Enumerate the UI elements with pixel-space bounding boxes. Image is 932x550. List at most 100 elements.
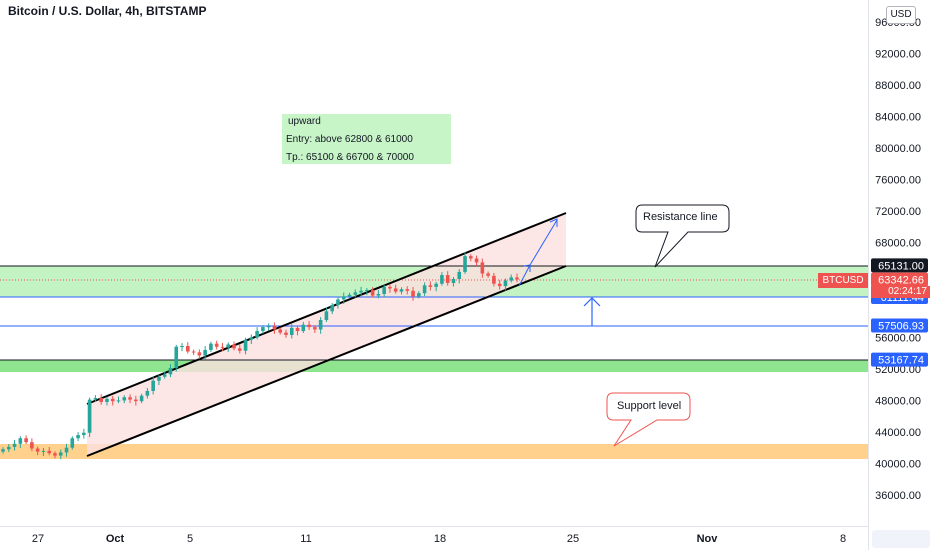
price-label-box (871, 352, 928, 367)
candle-body (214, 343, 219, 347)
candle-body (145, 390, 150, 396)
candle-body (515, 277, 519, 280)
candle-body (382, 286, 386, 294)
candle-body (266, 326, 271, 328)
price-tick-label: 68000.00 (875, 238, 921, 250)
trade-note[interactable]: upward Entry: above 62800 & 61000 Tp.: 6… (282, 114, 451, 164)
candle-body (388, 286, 392, 289)
candle-body (393, 288, 398, 292)
candle-body (480, 262, 485, 274)
candle-body (492, 275, 496, 284)
candle-body (128, 397, 132, 400)
time-tick-label: 8 (840, 533, 846, 545)
candle-body (168, 368, 173, 375)
price-tick-label: 76000.00 (875, 175, 921, 187)
price-tick-label: 36000.00 (875, 490, 921, 502)
candle-body (289, 327, 294, 335)
trade-note-line-1: upward (288, 116, 321, 127)
candle-body (180, 346, 184, 348)
candle-body (417, 293, 421, 297)
candle-body (232, 344, 236, 349)
price-tick-label: 48000.00 (875, 395, 921, 407)
candle-body (35, 448, 40, 452)
candle-body (307, 324, 311, 328)
candle-body (203, 349, 207, 356)
candle-body (82, 432, 86, 436)
time-axis[interactable]: 27 Oct 5 11 18 25 Nov 8 (32, 533, 846, 545)
candle-body (41, 450, 46, 452)
resistance-callout[interactable] (635, 204, 730, 268)
candle-body (186, 346, 190, 352)
chart-title: Bitcoin / U.S. Dollar, 4h, BITSTAMP (8, 4, 207, 18)
time-tick-label: 25 (567, 533, 579, 545)
candle-body (255, 331, 259, 338)
support-zone (0, 444, 868, 459)
candle-body (301, 324, 306, 332)
currency-button[interactable]: USD (886, 6, 916, 24)
projection-arrow-2 (529, 219, 558, 266)
axis-settings-corner[interactable] (872, 530, 930, 548)
candle-body (249, 337, 254, 340)
candle-body (336, 299, 340, 306)
candle-body (399, 289, 404, 292)
candle-body (347, 294, 352, 297)
candle-body (457, 271, 462, 279)
support-callout-label: Support level (617, 400, 682, 412)
candle-body (162, 374, 167, 377)
candle-body (497, 283, 502, 287)
candle-body (422, 285, 427, 294)
candle-body (445, 275, 450, 283)
candle-body (272, 326, 277, 330)
price-tick-label: 80000.00 (875, 143, 921, 155)
candle-body (93, 398, 98, 400)
candle-body (87, 399, 92, 433)
candle-body (451, 278, 456, 283)
candle-body (6, 446, 11, 450)
candle-body (30, 442, 34, 449)
time-tick-label: 27 (32, 533, 44, 545)
price-axis-border (868, 0, 869, 550)
candle-body (47, 450, 52, 454)
candle-body (12, 443, 17, 447)
candle-body (353, 292, 358, 295)
candle-body (434, 283, 438, 287)
green-zone-lower (0, 360, 868, 372)
candle-body (330, 305, 334, 312)
price-label-box (871, 272, 928, 287)
candle-body (365, 290, 369, 292)
candle-body (18, 438, 23, 444)
candle-body (70, 438, 75, 448)
candle-body (122, 397, 127, 401)
candle-body (116, 400, 121, 402)
candle-body (151, 380, 155, 391)
candle-body (209, 343, 213, 350)
price-tick-label: 40000.00 (875, 458, 921, 470)
support-callout[interactable] (606, 392, 691, 447)
time-axis-border (0, 526, 868, 527)
candle-body (411, 290, 415, 297)
candle-body (440, 275, 444, 284)
candle-body (376, 293, 381, 296)
candle-body (220, 346, 225, 348)
candle-body (486, 273, 490, 276)
price-axis[interactable]: 96000.0092000.0088000.0084000.0080000.00… (871, 17, 928, 502)
candle-body (226, 344, 231, 348)
candle-body (174, 346, 179, 369)
candle-body (191, 351, 196, 353)
candle-body (503, 280, 508, 287)
candle-body (197, 352, 202, 356)
up-arrow-head (583, 297, 601, 307)
candle-body (370, 290, 375, 296)
candle-body (157, 376, 161, 381)
candle-body (284, 332, 288, 335)
candle-body (134, 399, 138, 402)
candle-body (463, 256, 467, 272)
bar-countdown: 02:24:17 (871, 286, 930, 298)
price-tick-label: 92000.00 (875, 49, 921, 61)
symbol-tag: BTCUSD (818, 273, 868, 288)
candle-body (76, 435, 80, 439)
candle-body (474, 258, 479, 263)
trade-note-line-3: Tp.: 65100 & 66700 & 70000 (286, 152, 414, 163)
